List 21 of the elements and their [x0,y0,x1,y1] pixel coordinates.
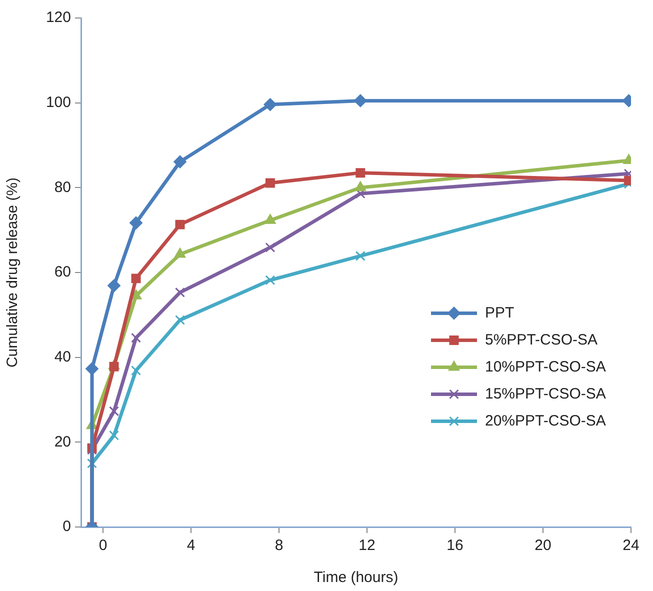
y-tick-label: 100 [46,94,71,111]
y-tick-label: 20 [54,433,71,450]
x-tick-label: 12 [358,537,376,554]
x-tick-label: 20 [534,537,552,554]
y-tick-label: 60 [54,264,71,281]
x-tick-label: 8 [274,537,284,554]
legend-label: 5%PPT-CSO-SA [485,331,598,348]
x-tick-label: 16 [446,537,464,554]
legend-label: 20%PPT-CSO-SA [485,412,606,430]
x-axis-title: Time (hours) [314,569,398,586]
x-tick-label: 4 [186,537,196,554]
x-tick-label: 24 [622,537,640,554]
x-tick-label: 0 [98,537,108,554]
y-tick-label: 40 [54,348,71,366]
legend-label: 10%PPT-CSO-SA [485,358,606,376]
y-tick-label: 0 [62,518,71,536]
legend-label: PPT [485,304,514,322]
y-axis-title: Cumulative drug release (%) [4,177,22,368]
y-tick-label: 80 [54,178,71,196]
y-tick-label: 120 [46,9,71,26]
legend-label: 15%PPT-CSO-SA [485,385,606,402]
